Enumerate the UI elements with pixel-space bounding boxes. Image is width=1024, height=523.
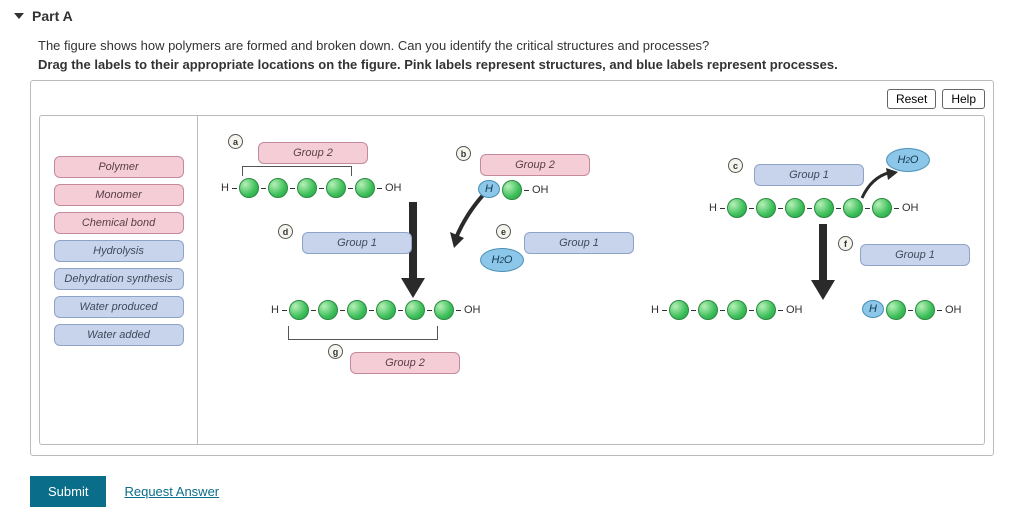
monomer-sphere — [405, 300, 425, 320]
monomer-sphere — [785, 198, 805, 218]
palette-label[interactable]: Polymer — [54, 156, 184, 178]
reset-button[interactable]: Reset — [887, 89, 936, 109]
toolbar: Reset Help — [39, 89, 985, 115]
dropzone-c[interactable]: Group 1 — [754, 164, 864, 186]
monomer-sphere — [297, 178, 317, 198]
letter-circle-g: g — [328, 344, 343, 359]
palette-label[interactable]: Water produced — [54, 296, 184, 318]
dropzone-e[interactable]: Group 1 — [524, 232, 634, 254]
part-header[interactable]: Part A — [0, 0, 1024, 32]
letter-circle-d: d — [278, 224, 293, 239]
letter-circle-f: f — [838, 236, 853, 251]
request-answer-link[interactable]: Request Answer — [124, 484, 219, 499]
submit-button[interactable]: Submit — [30, 476, 106, 507]
monomer-sphere — [727, 198, 747, 218]
letter-circle-a: a — [228, 134, 243, 149]
monomer-sphere — [502, 180, 522, 200]
activity-panel: Reset Help Polymer Monomer Chemical bond Hy… — [30, 80, 994, 456]
monomer-sphere — [886, 300, 906, 320]
monomer-sphere — [872, 198, 892, 218]
palette-label[interactable]: Chemical bond — [54, 212, 184, 234]
monomer-sphere — [756, 300, 776, 320]
palette-label[interactable]: Water added — [54, 324, 184, 346]
letter-circle-b: b — [456, 146, 471, 161]
monomer-sphere — [727, 300, 747, 320]
help-button[interactable]: Help — [942, 89, 985, 109]
arrow-down-right — [808, 224, 838, 300]
monomer-sphere — [289, 300, 309, 320]
letter-circle-e: e — [496, 224, 511, 239]
monomer-sphere — [376, 300, 396, 320]
instruction-text: Drag the labels to their appropriate loc… — [0, 55, 1024, 80]
chain-c2: OH — [502, 180, 550, 200]
palette-label[interactable]: Dehydration synthesis — [54, 268, 184, 290]
monomer-sphere — [239, 178, 259, 198]
palette-label[interactable]: Monomer — [54, 184, 184, 206]
diagram-frame: Polymer Monomer Chemical bond Hydrolysis Deh… — [39, 115, 985, 445]
water-oval-small_H_f: H — [862, 300, 884, 318]
palette-label[interactable]: Hydrolysis — [54, 240, 184, 262]
diagram-canvas[interactable]: a Group 2 b Group 2 c Group 1 d Group 1 e Group 1… — [198, 116, 984, 444]
chain-c5: HOH — [650, 300, 803, 320]
monomer-sphere — [268, 178, 288, 198]
label-palette: Polymer Monomer Chemical bond Hydrolysis Deh… — [40, 116, 198, 444]
monomer-sphere — [843, 198, 863, 218]
footer: Submit Request Answer — [0, 466, 1024, 523]
monomer-sphere — [326, 178, 346, 198]
water-oval-small_H_b: H — [478, 180, 500, 198]
bracket-a — [242, 166, 352, 176]
monomer-sphere — [669, 300, 689, 320]
dropzone-d[interactable]: Group 1 — [302, 232, 412, 254]
monomer-sphere — [347, 300, 367, 320]
chain-c1: HOH — [220, 178, 402, 198]
monomer-sphere — [318, 300, 338, 320]
water-oval-mid: H2O — [480, 248, 524, 272]
chain-c6: OH — [886, 300, 963, 320]
monomer-sphere — [355, 178, 375, 198]
monomer-sphere — [814, 198, 834, 218]
monomer-sphere — [434, 300, 454, 320]
question-text: The figure shows how polymers are formed… — [0, 32, 1024, 55]
letter-circle-c: c — [728, 158, 743, 173]
dropzone-b[interactable]: Group 2 — [480, 154, 590, 176]
dropzone-g[interactable]: Group 2 — [350, 352, 460, 374]
caret-down-icon — [14, 13, 24, 19]
bracket-g — [288, 326, 438, 340]
chain-c4: HOH — [270, 300, 481, 320]
chain-c3: HOH — [708, 198, 919, 218]
dropzone-f[interactable]: Group 1 — [860, 244, 970, 266]
dropzone-a[interactable]: Group 2 — [258, 142, 368, 164]
monomer-sphere — [915, 300, 935, 320]
monomer-sphere — [756, 198, 776, 218]
part-title: Part A — [32, 8, 73, 24]
water-oval-top_right: H2O — [886, 148, 930, 172]
monomer-sphere — [698, 300, 718, 320]
arrow-curve-b — [446, 194, 496, 252]
